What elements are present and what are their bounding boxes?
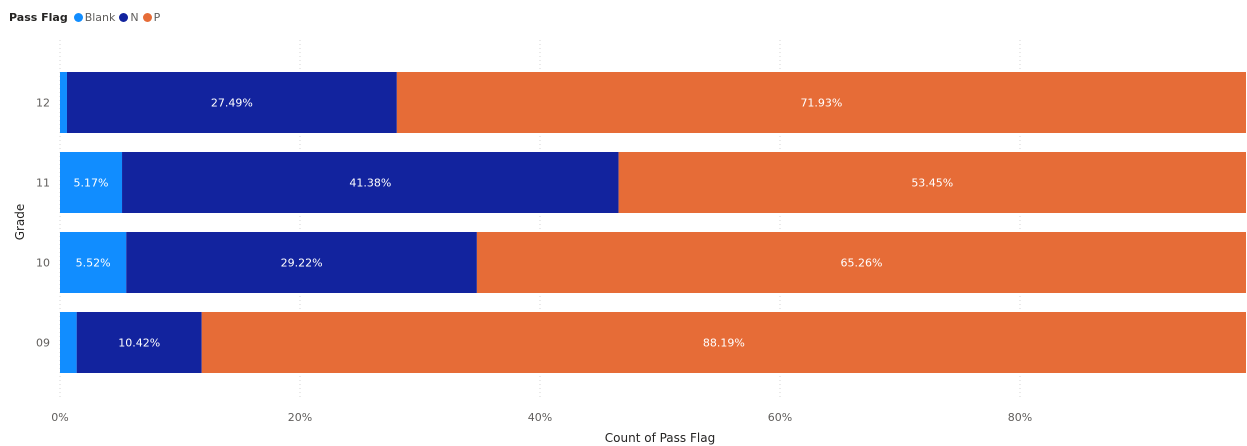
y-tick-label: 11	[36, 177, 50, 190]
legend-item-p[interactable]: P	[142, 10, 161, 24]
y-tick-label: 10	[36, 257, 50, 270]
legend-item-blank[interactable]: Blank	[73, 10, 116, 24]
x-tick-label: 0%	[51, 411, 68, 424]
bar-segment-blank-10[interactable]	[60, 232, 127, 293]
bar-segment-n-11[interactable]	[122, 152, 619, 213]
data-label: 88.19%	[703, 337, 745, 350]
x-tick-label: 80%	[1008, 411, 1032, 424]
data-label: 29.22%	[281, 257, 323, 270]
legend-label: N	[130, 10, 139, 24]
bar-segment-blank-09[interactable]	[60, 312, 77, 373]
bar-segment-blank-12[interactable]	[60, 72, 67, 133]
bar-segment-n-09[interactable]	[76, 312, 202, 373]
legend-dot-icon	[119, 12, 129, 22]
bar-segment-p-09[interactable]	[201, 312, 1247, 373]
bar-segment-p-12[interactable]	[396, 72, 1247, 133]
bar-segment-blank-11[interactable]	[60, 152, 123, 213]
legend-item-n[interactable]: N	[119, 10, 139, 24]
bar-segment-n-12[interactable]	[66, 72, 397, 133]
data-label: 10.42%	[118, 337, 160, 350]
legend-title: Pass Flag	[9, 10, 68, 24]
legend-label: P	[153, 10, 161, 24]
x-tick-label: 20%	[288, 411, 312, 424]
data-label: 5.17%	[74, 177, 109, 190]
data-label: 53.45%	[911, 177, 953, 190]
legend-dot-icon	[142, 12, 152, 22]
data-label: 71.93%	[800, 97, 842, 110]
y-tick-label: 12	[36, 97, 50, 110]
x-axis-title: Count of Pass Flag	[605, 431, 715, 445]
bar-segment-n-10[interactable]	[126, 232, 477, 293]
data-label: 41.38%	[349, 177, 391, 190]
bar-segment-p-11[interactable]	[618, 152, 1246, 213]
chart-legend: Pass Flag Blank N P	[9, 9, 164, 25]
x-tick-label: 60%	[768, 411, 792, 424]
data-label: 65.26%	[840, 257, 882, 270]
data-label: 5.52%	[76, 257, 111, 270]
legend-label: Blank	[84, 10, 116, 24]
x-tick-label: 40%	[528, 411, 552, 424]
y-tick-label: 09	[36, 337, 50, 350]
bar-segment-p-10[interactable]	[476, 232, 1246, 293]
data-label: 27.49%	[211, 97, 253, 110]
legend-dot-icon	[73, 12, 83, 22]
y-axis-title: Grade	[13, 204, 27, 241]
